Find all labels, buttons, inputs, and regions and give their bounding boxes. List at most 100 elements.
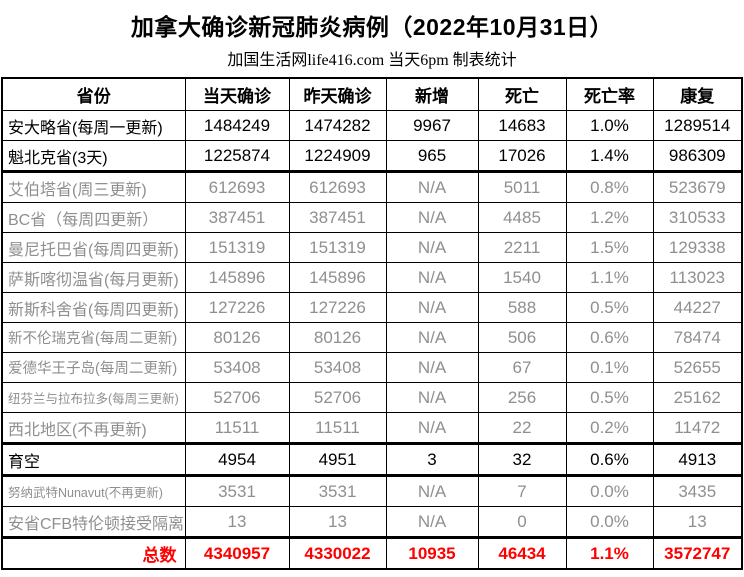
total-label: 总数 [1,536,186,570]
new-cases-cell: 9967 [385,110,479,141]
recovered-cell: 13 [652,506,743,538]
death-rate-cell: 1.1% [565,262,654,293]
province-cell: 新不伦瑞克省(每周二更新) [1,322,186,353]
deaths-cell: 14683 [477,110,567,141]
yesterday-confirmed-cell: 11511 [288,412,387,445]
new-cases-cell: N/A [385,322,479,353]
yesterday-confirmed-cell: 612693 [288,171,387,203]
province-cell: 魁北克省(3天) [1,140,186,173]
recovered-cell: 310533 [652,202,743,233]
today-confirmed-cell: 151319 [184,232,290,263]
deaths-cell: 506 [477,322,567,353]
col-header-province: 省份 [1,77,186,111]
table-row: 艾伯塔省(周三更新) 612693 612693 N/A 5011 0.8% 523679 [1,171,743,203]
col-header-death-rate: 死亡率 [565,77,654,111]
deaths-cell: 7 [477,475,567,507]
province-cell: 萨斯喀彻温省(每月更新) [1,262,186,293]
yesterday-confirmed-cell: 3531 [288,475,387,507]
col-header-today-confirmed: 当天确诊 [184,77,290,111]
yesterday-confirmed-cell: 145896 [288,262,387,293]
col-header-deaths: 死亡 [477,77,567,111]
deaths-cell: 22 [477,412,567,445]
recovered-cell: 3435 [652,475,743,507]
col-header-new-cases: 新增 [385,77,479,111]
today-confirmed-cell: 1225874 [184,140,290,173]
recovered-cell: 986309 [652,140,743,173]
province-cell: 纽芬兰与拉布拉多(每周三更新) [1,382,186,413]
death-rate-cell: 0.6% [565,322,654,353]
yesterday-confirmed-cell: 52706 [288,382,387,413]
death-rate-cell: 0.6% [565,443,654,477]
today-confirmed-cell: 80126 [184,322,290,353]
death-rate-cell: 0.5% [565,292,654,323]
recovered-cell: 523679 [652,171,743,203]
page: 加拿大确诊新冠肺炎病例（2022年10月31日） 加国生活网life416.co… [0,8,744,577]
province-cell: 安大略省(每周一更新) [1,110,186,141]
deaths-cell: 256 [477,382,567,413]
new-cases-cell: N/A [385,475,479,507]
page-title: 加拿大确诊新冠肺炎病例（2022年10月31日） [130,14,614,40]
recovered-cell: 44227 [652,292,743,323]
today-confirmed-cell: 145896 [184,262,290,293]
death-rate-cell: 0.5% [565,382,654,413]
new-cases-cell: 965 [385,140,479,173]
total-today-confirmed: 4340957 [184,536,290,570]
yesterday-confirmed-cell: 1224909 [288,140,387,173]
recovered-cell: 1289514 [652,110,743,141]
total-new-cases: 10935 [385,536,479,570]
death-rate-cell: 1.5% [565,232,654,263]
table-row: 曼尼托巴省(每周四更新) 151319 151319 N/A 2211 1.5% 12933… [1,232,743,263]
recovered-cell: 4913 [652,443,743,477]
death-rate-cell: 1.2% [565,202,654,233]
table-row: 西北地区(不再更新) 11511 11511 N/A 22 0.2% 11472 [1,412,743,445]
table-row: 努纳武特Nunavut(不再更新) 3531 3531 N/A 7 0.0% 3435 [1,475,743,507]
today-confirmed-cell: 4954 [184,443,290,477]
province-cell: 西北地区(不再更新) [1,412,186,445]
today-confirmed-cell: 127226 [184,292,290,323]
yesterday-confirmed-cell: 53408 [288,352,387,383]
table-row: BC省（每周四更新） 387451 387451 N/A 4485 1.2% 310533 [1,202,743,233]
province-cell: 曼尼托巴省(每周四更新) [1,232,186,263]
province-cell: 新斯科舍省(每周四更新) [1,292,186,323]
today-confirmed-cell: 387451 [184,202,290,233]
recovered-cell: 25162 [652,382,743,413]
death-rate-cell: 0.2% [565,412,654,445]
province-cell: BC省（每周四更新） [1,202,186,233]
death-rate-cell: 0.0% [565,506,654,538]
yesterday-confirmed-cell: 4951 [288,443,387,477]
table-row: 爱德华王子岛(每周二更新) 53408 53408 N/A 67 0.1% 52655 [1,352,743,383]
new-cases-cell: 3 [385,443,479,477]
death-rate-cell: 1.4% [565,140,654,173]
province-cell: 艾伯塔省(周三更新) [1,171,186,203]
death-rate-cell: 0.1% [565,352,654,383]
death-rate-cell: 0.8% [565,171,654,203]
deaths-cell: 2211 [477,232,567,263]
recovered-cell: 11472 [652,412,743,445]
total-recovered: 3572747 [652,536,743,570]
deaths-cell: 67 [477,352,567,383]
table-row: 安省CFB特伦顿接受隔离 13 13 N/A 0 0.0% 13 [1,506,743,538]
total-yesterday-confirmed: 4330022 [288,536,387,570]
total-deaths: 46434 [477,536,567,570]
new-cases-cell: N/A [385,382,479,413]
yesterday-confirmed-cell: 127226 [288,292,387,323]
today-confirmed-cell: 11511 [184,412,290,445]
new-cases-cell: N/A [385,202,479,233]
deaths-cell: 17026 [477,140,567,173]
new-cases-cell: N/A [385,292,479,323]
table-body: 安大略省(每周一更新) 1484249 1474282 9967 14683 1.0% 12… [1,110,743,538]
table-row: 育空 4954 4951 3 32 0.6% 4913 [1,443,743,477]
deaths-cell: 5011 [477,171,567,203]
yesterday-confirmed-cell: 13 [288,506,387,538]
yesterday-confirmed-cell: 80126 [288,322,387,353]
province-cell: 安省CFB特伦顿接受隔离 [1,506,186,538]
new-cases-cell: N/A [385,232,479,263]
new-cases-cell: N/A [385,506,479,538]
new-cases-cell: N/A [385,262,479,293]
yesterday-confirmed-cell: 1474282 [288,110,387,141]
recovered-cell: 129338 [652,232,743,263]
recovered-cell: 52655 [652,352,743,383]
col-header-yesterday-confirmed: 昨天确诊 [288,77,387,111]
province-cell: 爱德华王子岛(每周二更新) [1,352,186,383]
province-cell: 努纳武特Nunavut(不再更新) [1,475,186,507]
